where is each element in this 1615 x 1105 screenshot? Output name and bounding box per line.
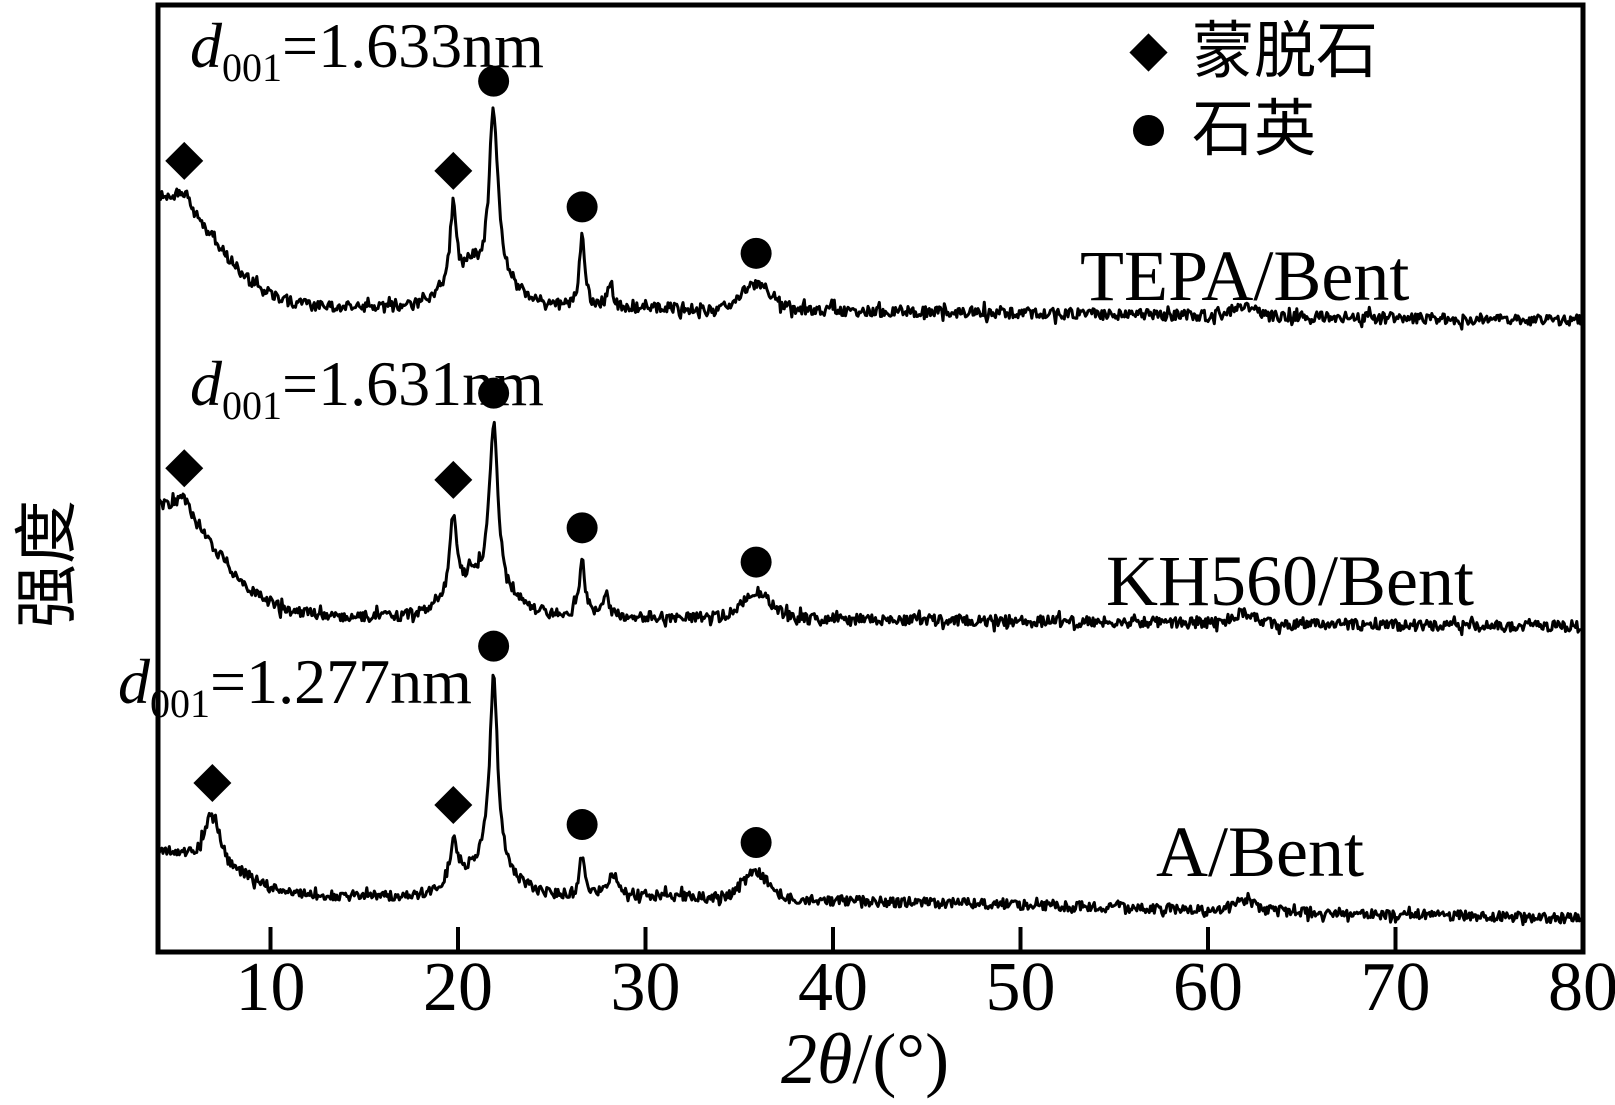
d001-annotation-kh560: d001=1.631nm: [190, 352, 544, 426]
d001-value: =1.633nm: [282, 10, 544, 81]
circle-marker-icon: [740, 237, 772, 269]
diamond-marker-icon: [434, 785, 473, 824]
diamond-marker-icon: [165, 449, 204, 488]
diamond-marker-icon: [1128, 33, 1168, 72]
legend-item-quartz: 石英: [1126, 96, 1378, 164]
circle-marker-icon: [478, 377, 510, 409]
x-tick-label: 60: [1173, 949, 1243, 1026]
circle-marker-icon: [566, 809, 598, 841]
circle-marker-icon: [566, 512, 598, 544]
d001-symbol: d: [118, 646, 150, 717]
xrd-trace: [156, 673, 1585, 927]
legend-label: 蒙脱石: [1192, 18, 1379, 86]
x-tick-label: 30: [611, 949, 681, 1026]
x-tick-label: 40: [798, 949, 868, 1026]
diamond-marker-icon: [193, 764, 232, 803]
xrd-trace: [156, 106, 1585, 331]
legend-item-montmorillonite: 蒙脱石: [1126, 18, 1378, 86]
x-axis-title-unit: /(°): [852, 1019, 950, 1099]
d001-subscript: 001: [222, 44, 282, 90]
legend: 蒙脱石 石英: [1126, 18, 1378, 164]
legend-label: 石英: [1192, 96, 1317, 165]
d001-annotation-abent: d001=1.277nm: [118, 650, 472, 724]
circle-marker-icon: [478, 65, 510, 97]
diamond-marker-icon: [165, 141, 204, 180]
d001-symbol: d: [190, 10, 222, 81]
series-label-tepa: TEPA/Bent: [1080, 236, 1410, 316]
d001-value: =1.631nm: [282, 348, 544, 419]
d001-subscript: 001: [150, 680, 210, 726]
diamond-marker-icon: [434, 460, 473, 499]
x-tick-label: 10: [236, 949, 306, 1026]
series-label-kh560: KH560/Bent: [1106, 541, 1474, 621]
circle-marker-icon: [566, 191, 598, 223]
circle-marker-icon: [740, 546, 772, 578]
plot-border: [155, 2, 1586, 955]
d001-symbol: d: [190, 348, 222, 419]
diamond-marker-icon: [434, 151, 473, 190]
circle-marker-icon: [1132, 114, 1164, 146]
x-tick-label: 70: [1361, 949, 1431, 1026]
x-axis-title-symbol: 2θ: [780, 1019, 853, 1099]
xrd-trace: [156, 420, 1585, 637]
x-tick-label: 50: [986, 949, 1056, 1026]
d001-subscript: 001: [222, 382, 282, 428]
legend-glyph-wrap: [1126, 114, 1170, 146]
series-label-abent: A/Bent: [1156, 812, 1364, 892]
legend-glyph-wrap: [1126, 33, 1170, 72]
x-tick-label: 80: [1548, 949, 1615, 1026]
d001-value: =1.277nm: [210, 646, 472, 717]
y-axis-title: 强度: [12, 500, 83, 628]
circle-marker-icon: [478, 630, 510, 662]
circle-marker-icon: [740, 827, 772, 859]
d001-annotation-tepa: d001=1.633nm: [190, 14, 544, 88]
x-axis-title: 2θ/(°): [700, 1018, 1030, 1101]
x-tick-label: 20: [423, 949, 493, 1026]
